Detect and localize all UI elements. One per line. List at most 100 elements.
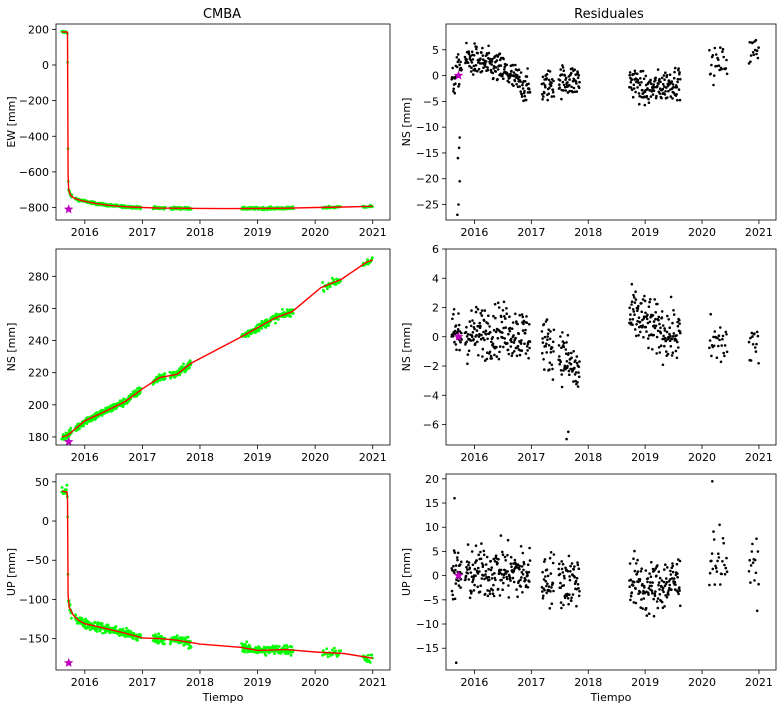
resid-point [477,335,481,338]
resid-point [663,344,666,348]
resid-point [475,305,478,309]
resid-point [459,60,462,64]
x-tick-label: 2020 [688,451,716,464]
obs-point [131,390,135,394]
resid-point [657,82,660,85]
resid-point [550,95,554,98]
resid-point [542,322,546,326]
resid-point [466,353,470,356]
resid-point [506,570,510,573]
resid-point [636,307,640,310]
resid-point [474,561,477,564]
obs-point [121,627,125,631]
resid-point [653,86,656,89]
resid-point [723,563,726,567]
resid-point [545,342,548,346]
resid-point [637,316,641,320]
resid-point [678,322,681,326]
resid-point [630,88,634,91]
resid-point [471,319,474,322]
resid-point [518,313,521,317]
resid-point [465,565,468,569]
resid-point [514,63,517,67]
resid-point [646,577,650,580]
resid-point [570,599,573,603]
resid-point [498,345,502,348]
x-tick-label: 2017 [128,451,156,464]
resid-point [570,351,573,355]
resid-point [575,355,579,358]
event-star-marker [63,657,74,667]
resid-point [665,596,669,599]
resid-point [477,67,481,71]
resid-point [471,73,475,76]
resid-point [721,560,724,563]
obs-point [69,426,73,430]
resid-point [643,95,646,98]
resid-point [656,329,660,333]
resid-point [467,349,471,353]
resid-point [629,86,633,89]
resid-point [668,73,672,76]
resid-point [668,339,672,343]
obs-point [326,655,330,659]
resid-point [708,346,711,350]
resid-point [642,315,646,319]
resid-point [647,97,650,101]
resid-point [630,303,633,306]
resid-point [528,580,531,583]
resid-point [453,91,457,95]
resid-point [507,596,511,599]
obs-point [78,427,81,431]
resid-point [632,293,635,297]
resid-point [654,96,658,100]
resid-point [667,593,670,596]
resid-point [559,586,562,590]
resid-point [573,565,576,568]
resid-point [558,79,562,82]
resid-point [724,330,728,334]
resid-point [675,93,678,96]
resid-point [563,365,567,369]
resid-point [550,81,553,85]
resid-point [551,582,555,585]
resid-point [496,77,499,81]
resid-point [492,64,496,68]
x-tick-label: 2019 [631,676,659,689]
resid-point [476,70,479,73]
resid-point [541,570,544,574]
resid-point [575,361,579,365]
resid-point [519,545,523,548]
resid-point [667,79,671,82]
resid-point [561,331,564,334]
resid-point [464,61,467,65]
resid-point [542,578,546,581]
resid-point [525,321,529,325]
resid-point [576,563,580,567]
resid-point [659,344,663,348]
obs-point [256,323,259,327]
resid-point [547,344,551,347]
resid-point [663,605,666,608]
resid-point [675,356,679,360]
resid-point [723,344,727,347]
resid-point [512,350,516,353]
y-tick-label: 180 [28,431,49,444]
resid-point [520,576,523,579]
resid-point [476,51,480,55]
resid-point [663,329,667,332]
resid-point [491,592,495,595]
resid-point [484,333,488,336]
resid-point [665,86,668,89]
resid-point [635,323,638,326]
resid-point [550,363,554,367]
resid-point [455,65,459,69]
resid-point [526,349,529,352]
resid-point [511,63,515,67]
resid-outlier [458,180,462,183]
resid-outlier [457,203,460,206]
y-tick-label: 200 [28,23,49,36]
resid-point [541,341,545,344]
obs-point [95,630,99,633]
resid-point [468,566,472,570]
